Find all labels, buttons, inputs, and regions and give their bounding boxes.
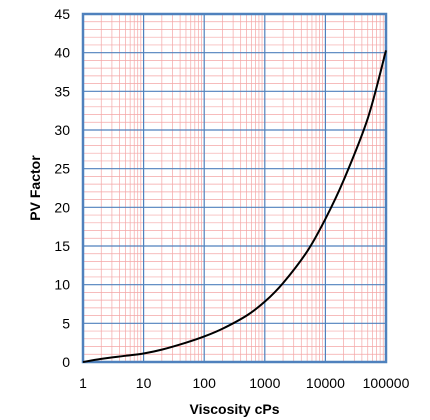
x-tick-label: 100 [193,375,217,391]
plot-frame [81,12,388,364]
y-tick-label: 10 [54,277,70,293]
y-tick-label: 0 [62,354,70,370]
x-axis-ticks: 1 10 100 1000 10000 100000 [79,375,409,391]
series-layer [82,50,387,363]
y-tick-label: 5 [62,315,70,331]
y-axis-ticks: 0 5 10 15 20 25 30 35 40 45 [54,6,70,370]
minor-grid [83,14,386,362]
y-tick-label: 40 [54,45,70,61]
x-tick-label: 10 [136,375,152,391]
y-axis-title: PV Factor [27,155,43,221]
series-line-0 [82,50,387,363]
x-tick-label: 10000 [306,375,345,391]
y-tick-label: 35 [54,83,70,99]
y-tick-label: 20 [54,199,70,215]
x-tick-label: 1000 [249,375,280,391]
y-tick-label: 45 [54,6,70,22]
x-tick-label: 1 [79,375,87,391]
y-tick-label: 15 [54,238,70,254]
y-tick-label: 25 [54,161,70,177]
y-tick-label: 30 [54,122,70,138]
x-axis-title: Viscosity cPs [189,401,279,417]
x-tick-label: 100000 [363,375,410,391]
